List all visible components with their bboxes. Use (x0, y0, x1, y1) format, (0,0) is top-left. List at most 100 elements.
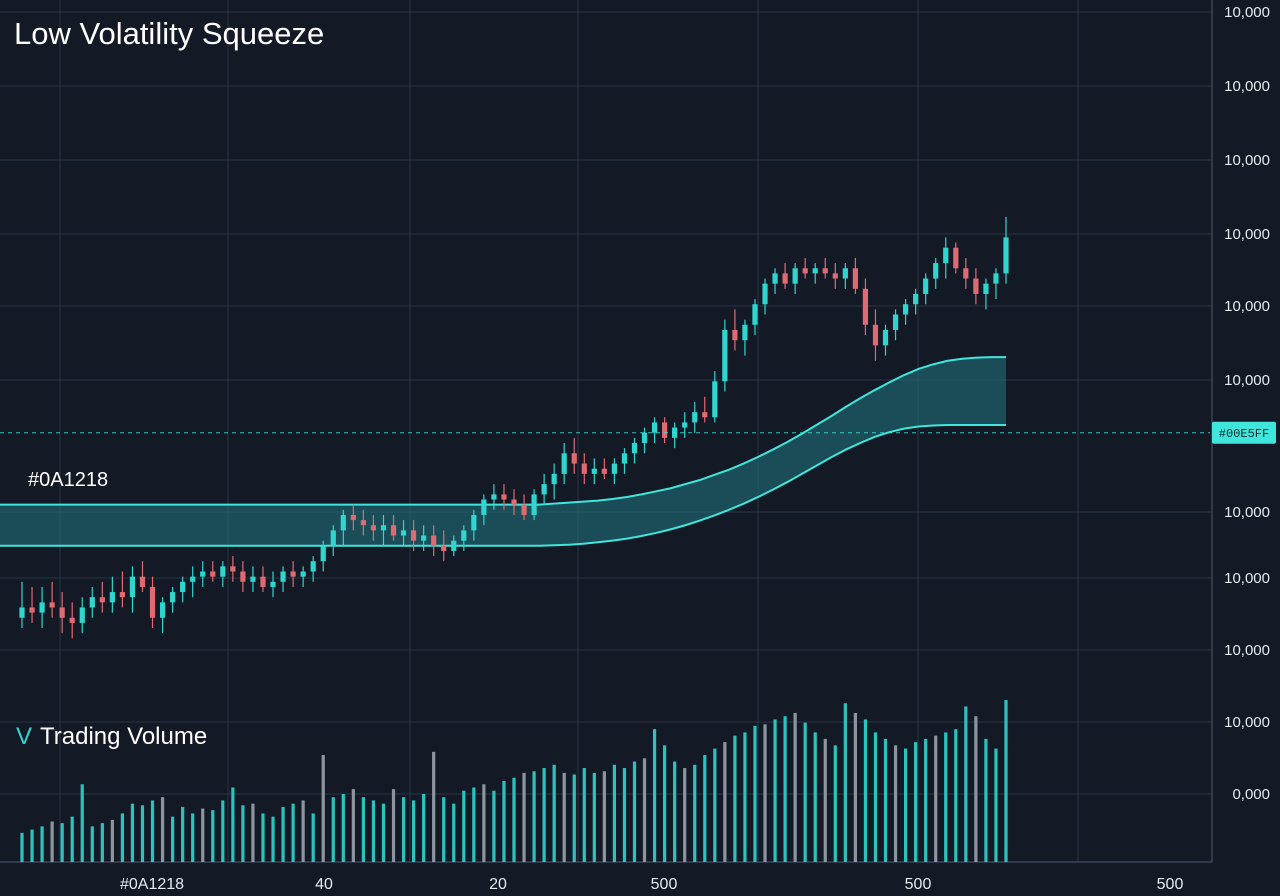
price-tick-label: 10,000 (1224, 372, 1270, 389)
candle-body (320, 545, 326, 562)
candle-body (792, 268, 798, 284)
candle-body (170, 592, 176, 603)
candle-body (862, 288, 869, 325)
candle-body (762, 283, 768, 305)
volume-bar (743, 732, 747, 862)
volume-bar (171, 816, 175, 862)
candle-body (250, 576, 256, 582)
candle-body (551, 473, 557, 485)
volume-bar (552, 764, 556, 862)
candle-body (200, 571, 206, 577)
candle-body (350, 514, 356, 521)
volume-bar (954, 729, 958, 862)
volume-bar (723, 742, 727, 862)
volume-bar (562, 772, 566, 862)
candle-body (621, 453, 628, 464)
volume-bar (612, 764, 617, 862)
candle-body (49, 602, 55, 608)
volume-bar (924, 738, 928, 862)
volume-bar (462, 790, 466, 862)
candle-body (722, 329, 728, 382)
volume-bar (201, 808, 205, 862)
price-tick-label: 10,000 (1224, 226, 1270, 243)
volume-icon: V (16, 723, 32, 750)
volume-bar (291, 803, 295, 862)
price-tick-label: 10,000 (1224, 504, 1270, 521)
volume-bar (381, 803, 386, 862)
candle-body (732, 329, 738, 341)
volume-bar (914, 742, 918, 862)
candle-body (380, 525, 387, 531)
volume-bar (803, 722, 807, 862)
candle-body (581, 463, 587, 474)
candle-body (119, 592, 126, 598)
candle-body (159, 602, 166, 618)
candle-body (913, 293, 919, 305)
candle-body (149, 586, 156, 618)
candle-body (501, 494, 507, 500)
volume-bar (873, 732, 878, 862)
candle-body (953, 247, 959, 269)
volume-bar (140, 805, 145, 862)
candle-body (662, 422, 668, 438)
volume-bar (673, 761, 677, 862)
volume-bar (763, 724, 767, 862)
volume-bar (281, 806, 285, 862)
volume-bar (110, 819, 114, 862)
candle-body (822, 268, 828, 274)
candle-body (772, 273, 778, 284)
candle-body (210, 571, 216, 577)
volume-bar (582, 768, 586, 862)
volume-bar (20, 832, 24, 862)
candle-body (310, 561, 316, 572)
x-tick-label: #0A1218 (120, 876, 184, 893)
candle-body (59, 607, 65, 618)
volume-bar (703, 755, 707, 862)
candle-body (742, 324, 748, 341)
candle-body (651, 422, 658, 433)
candle-body (641, 432, 648, 443)
current-price-line: #00E5FF (0, 421, 1276, 444)
candle-body (591, 468, 597, 474)
candle-body (812, 268, 818, 274)
band-lower-line (0, 424, 1006, 547)
candle-body (260, 576, 266, 587)
candle-body (451, 540, 457, 551)
volume-bars (20, 700, 1008, 862)
candle-body (370, 525, 377, 531)
volume-bar (994, 748, 998, 862)
candle-body (611, 463, 618, 474)
candle-body (270, 581, 276, 587)
volume-bar (341, 793, 345, 862)
candle-body (340, 514, 346, 531)
volume-bar (40, 826, 44, 862)
candle-body (631, 443, 638, 454)
price-tick-label: 10,000 (1224, 570, 1270, 587)
candle-body (421, 535, 427, 541)
volume-bar (271, 816, 275, 862)
x-tick-label: 500 (905, 876, 932, 893)
candle-body (782, 273, 788, 284)
volume-bar (683, 768, 687, 862)
candle-body (69, 617, 75, 623)
candle-body (19, 607, 25, 618)
candle-body (280, 571, 286, 582)
band-fill (0, 357, 1006, 546)
candle-body (882, 329, 889, 346)
volume-bar (181, 806, 185, 862)
candle-body (571, 453, 577, 464)
volume-bar (301, 800, 305, 862)
volume-bar (652, 729, 657, 862)
x-tick-label: 500 (1157, 876, 1184, 893)
volume-bar (160, 797, 165, 862)
volume-bar (70, 816, 74, 862)
candle-body (109, 592, 115, 603)
candle-body (230, 566, 236, 572)
candle-body (561, 453, 567, 474)
current-price-tag (1212, 421, 1276, 444)
volume-bar (321, 755, 325, 862)
volume-bar (964, 706, 968, 862)
candle-body (933, 263, 939, 279)
volume-bar (773, 719, 777, 862)
